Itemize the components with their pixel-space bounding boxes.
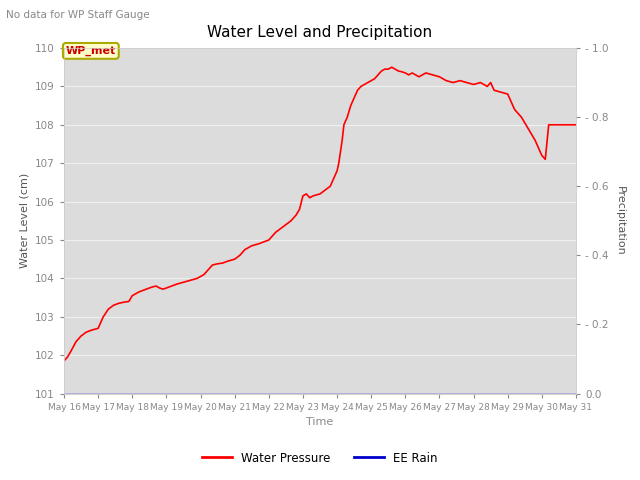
Water Pressure [405,72,413,78]
Text: No data for WP Staff Gauge: No data for WP Staff Gauge [6,10,150,20]
Water Pressure [60,358,68,364]
Water Pressure [429,72,436,78]
Y-axis label: Precipitation: Precipitation [615,186,625,256]
Line: Water Pressure: Water Pressure [64,67,576,361]
Water Pressure [572,122,580,128]
Water Pressure [552,122,559,128]
Title: Water Level and Precipitation: Water Level and Precipitation [207,25,433,40]
Water Pressure [385,66,392,72]
Water Pressure [248,243,255,249]
Text: WP_met: WP_met [66,46,116,56]
Water Pressure [388,64,396,70]
Legend: Water Pressure, EE Rain: Water Pressure, EE Rain [198,447,442,469]
X-axis label: Time: Time [307,417,333,427]
Y-axis label: Water Level (cm): Water Level (cm) [20,173,29,268]
Water Pressure [340,122,348,128]
